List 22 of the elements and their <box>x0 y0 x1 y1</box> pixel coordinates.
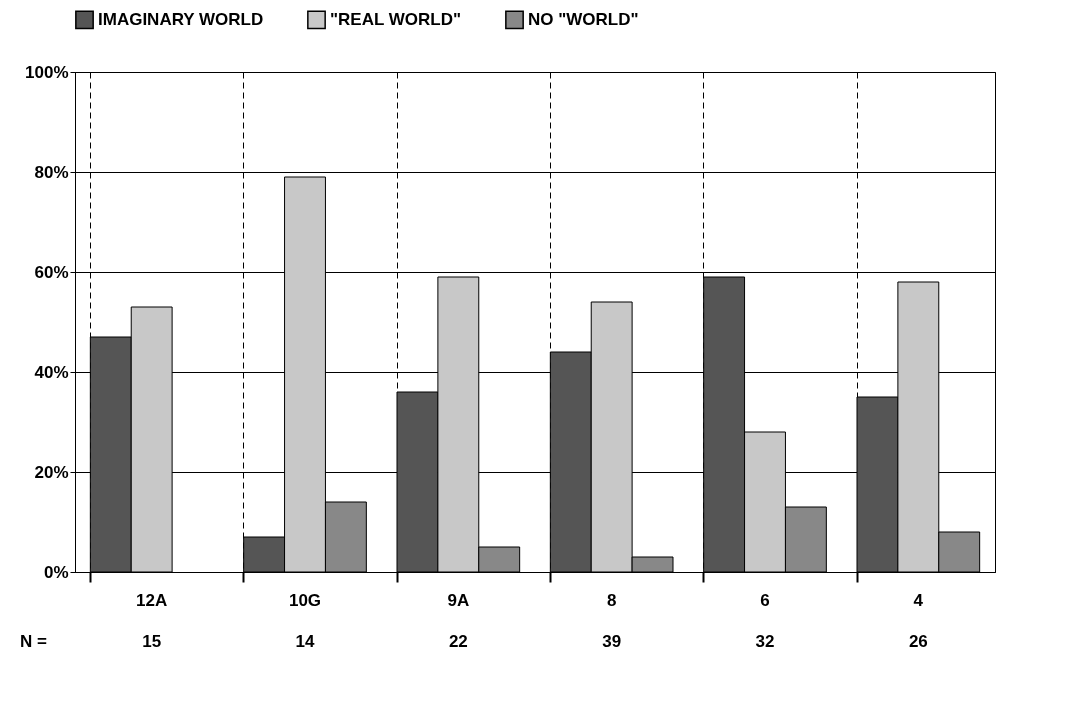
x-tick-label: 9A <box>447 590 470 610</box>
x-tick-label: 12A <box>136 590 168 610</box>
y-tick-label: 20% <box>34 462 69 482</box>
x-tick-label: 10G <box>288 590 322 610</box>
text: 39 <box>602 632 622 651</box>
x-tick-label: 6 <box>760 590 770 610</box>
y-tick-label: 80% <box>34 162 69 182</box>
y-tick-label: 100% <box>25 62 69 82</box>
text: N = <box>20 632 47 651</box>
legend-label: "REAL WORLD" <box>330 9 462 29</box>
text: 15 <box>142 632 162 651</box>
legend-label: IMAGINARY WORLD <box>98 9 264 29</box>
y-tick-label: 60% <box>34 262 69 282</box>
y-tick-label: 0% <box>43 562 69 582</box>
text: 26 <box>908 632 928 651</box>
x-tick-label: 4 <box>913 590 924 610</box>
text: 32 <box>755 632 775 651</box>
text: 22 <box>448 632 468 651</box>
y-tick-label: 40% <box>34 362 69 382</box>
legend-label: NO "WORLD" <box>528 9 639 29</box>
x-tick-label: 8 <box>606 590 617 610</box>
text: 14 <box>295 632 315 651</box>
